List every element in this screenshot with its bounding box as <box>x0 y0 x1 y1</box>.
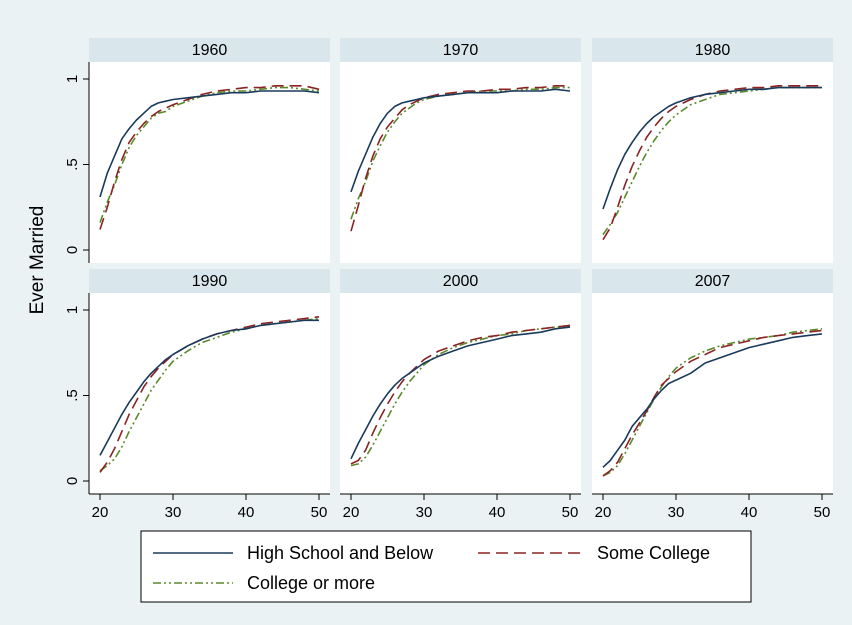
legend: High School and Below Some College College… <box>140 530 752 603</box>
legend-box <box>140 530 752 603</box>
panel-header <box>340 38 581 62</box>
x-tick-label: 30 <box>668 504 685 521</box>
series-line-some-college <box>350 324 571 465</box>
series-line-some-college <box>602 85 822 241</box>
y-tick-label: 1 <box>64 75 81 83</box>
panel-2000: 2000 20 30 40 50 <box>340 269 581 521</box>
series-line-college-or-more <box>99 86 320 223</box>
series-line-high-school-and-below <box>602 333 823 468</box>
legend-items: High School and Below Some College College… <box>153 543 710 593</box>
panel-1980: 1980 <box>592 38 833 263</box>
panel-header <box>89 38 330 62</box>
panel-2007: 2007 20 30 40 50 <box>592 269 833 521</box>
panel-1960: 1960 0 .5 1 <box>64 38 330 263</box>
series-line-high-school-and-below <box>350 326 571 460</box>
panel-1990: 1990 0 .5 1 20 30 40 50 <box>64 269 330 521</box>
panel-title: 1980 <box>695 42 731 59</box>
panel-title: 2007 <box>695 273 731 290</box>
panel-header <box>592 38 833 62</box>
series-line-some-college <box>99 316 320 473</box>
legend-label: Some College <box>597 543 710 563</box>
plot-area <box>340 293 581 494</box>
panel-header <box>340 269 581 293</box>
panel-title: 1960 <box>192 42 228 59</box>
panel-title: 1990 <box>192 273 228 290</box>
series-line-high-school-and-below <box>99 319 319 456</box>
series-line-college-or-more <box>602 328 823 477</box>
y-tick-label: 0 <box>64 477 81 485</box>
x-tick-label: 20 <box>343 504 360 521</box>
x-tick-label: 30 <box>416 504 433 521</box>
plot-area <box>340 62 581 263</box>
plot-area <box>592 62 833 263</box>
x-tick-label: 30 <box>165 504 182 521</box>
series-line-high-school-and-below <box>99 90 320 198</box>
x-tick-label: 40 <box>238 504 255 521</box>
series-line-college-or-more <box>350 324 571 467</box>
y-axis-label: Ever Married <box>27 206 48 315</box>
panel-header <box>89 269 330 293</box>
series-line-some-college <box>602 329 823 477</box>
x-tick-label: 50 <box>562 504 579 521</box>
x-tick-label: 50 <box>814 504 831 521</box>
y-tick-label: .5 <box>64 389 81 402</box>
series-line-college-or-more <box>350 86 570 220</box>
series-line-some-college <box>99 85 320 230</box>
x-tick-label: 20 <box>92 504 109 521</box>
y-tick-label: 1 <box>64 306 81 314</box>
legend-label: High School and Below <box>247 543 434 563</box>
panel-1970: 1970 <box>340 38 581 263</box>
x-tick-label: 20 <box>595 504 612 521</box>
panels-layer: 1960 0 .5 1 1970 1980 1990 0 .5 1 20 30 40 50 2000 20 30… <box>64 38 833 521</box>
x-tick-label: 40 <box>489 504 506 521</box>
y-tick-label: 0 <box>64 246 81 254</box>
series-line-high-school-and-below <box>602 86 822 210</box>
x-tick-label: 40 <box>741 504 758 521</box>
series-line-some-college <box>350 85 570 232</box>
plot-area <box>89 293 330 494</box>
y-tick-label: .5 <box>64 158 81 171</box>
panel-header <box>592 269 833 293</box>
panel-title: 2000 <box>443 273 479 290</box>
series-line-high-school-and-below <box>350 88 571 193</box>
legend-label: College or more <box>247 573 375 593</box>
panel-title: 1970 <box>443 42 479 59</box>
plot-area <box>592 293 833 494</box>
x-tick-label: 50 <box>311 504 328 521</box>
